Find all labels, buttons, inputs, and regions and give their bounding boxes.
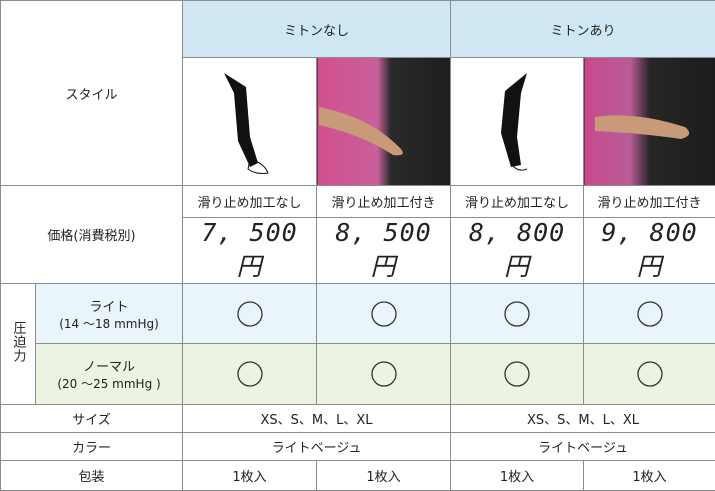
color-label: カラー: [0, 432, 184, 461]
circle-cell: [450, 283, 585, 344]
packaging-value: 1枚入: [583, 460, 715, 491]
style-label: スタイル: [0, 0, 184, 186]
level-name: ノーマル: [83, 360, 136, 375]
level: ライト (14 ～18 mmHg): [34, 283, 184, 344]
circle-symbol: [636, 361, 663, 387]
circle-cell: [583, 343, 715, 405]
variant: 滑り止め加工なし: [450, 185, 585, 218]
variant: 滑り止め加工付き: [583, 185, 715, 218]
circle: [504, 361, 530, 387]
circle-symbol: [504, 361, 530, 387]
level-range: (14 ～18 mmHg): [59, 316, 159, 331]
circle-symbol: [236, 300, 263, 327]
circle-symbol: [370, 361, 397, 387]
circle: [236, 300, 263, 327]
price: 7, 500 円: [182, 217, 318, 284]
size-label: サイズ: [0, 404, 184, 433]
circle-symbol: [636, 300, 663, 327]
pressure-label: 圧迫力: [0, 283, 36, 405]
color-value: ライトベージュ: [450, 432, 715, 461]
circle-cell: [583, 283, 715, 344]
circle-cell: [316, 343, 452, 405]
circle: [636, 300, 663, 327]
color-value: ライトベージュ: [182, 432, 452, 461]
level-range: (20 ～25 mmHg ): [57, 377, 161, 391]
packaging-value: 1枚入: [450, 460, 585, 491]
circle: [370, 361, 397, 387]
sketch-image: [450, 57, 585, 186]
packaging-value: 1枚入: [316, 460, 452, 491]
circle-cell: [182, 283, 318, 344]
circle-symbol: [504, 300, 530, 327]
circle-symbol: [236, 361, 263, 387]
price-label: 価格(消費税別): [0, 185, 184, 284]
circle: [504, 300, 530, 327]
circle: [370, 300, 397, 327]
price: 9, 800 円: [583, 217, 715, 284]
circle-cell: [182, 343, 318, 405]
group-header: ミトンなし: [182, 0, 452, 58]
variant: 滑り止め加工付き: [316, 185, 452, 218]
circle-symbol: [370, 300, 397, 327]
price: 8, 800 円: [450, 217, 585, 284]
circle: [636, 361, 663, 387]
variant: 滑り止め加工なし: [182, 185, 318, 218]
size-value: XS、S、M、L、XL: [450, 404, 715, 433]
group-header: ミトンあり: [450, 0, 715, 58]
packaging-value: 1枚入: [182, 460, 318, 491]
size-value: XS、S、M、L、XL: [182, 404, 452, 433]
photo-image: [316, 57, 452, 186]
pressure-label-text: 圧迫力: [10, 321, 26, 363]
level-name: ライト: [89, 299, 129, 315]
circle: [236, 361, 263, 387]
circle-cell: [316, 283, 452, 344]
level: ノーマル (20 ～25 mmHg ): [34, 343, 184, 405]
sketch-image: [182, 57, 318, 186]
photo-image: [583, 57, 715, 186]
packaging-label: 包装: [0, 460, 184, 491]
circle-cell: [450, 343, 585, 405]
price: 8, 500 円: [316, 217, 452, 284]
